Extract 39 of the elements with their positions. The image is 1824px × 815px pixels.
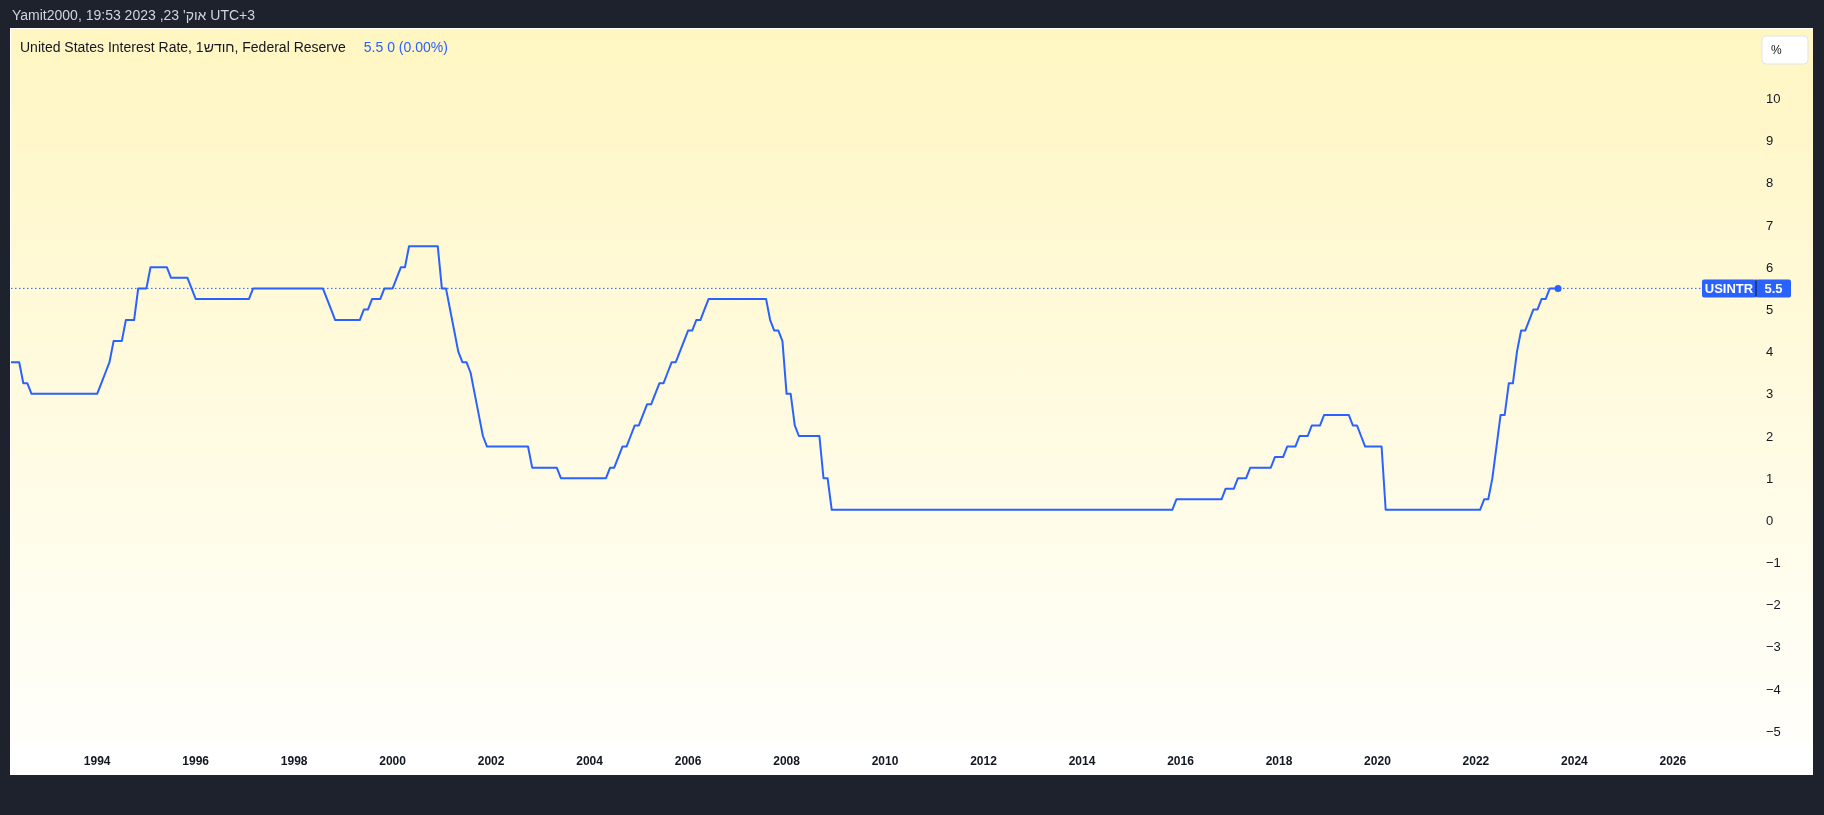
y-tick-label: −4 — [1766, 681, 1781, 697]
x-tick-label: 2006 — [674, 754, 702, 768]
annotation: 5.5 — [1764, 281, 1783, 297]
x-tick-label: 2022 — [1462, 754, 1490, 768]
y-tick-label: 2 — [1766, 428, 1774, 444]
x-tick-label: 2002 — [477, 754, 505, 768]
x-tick-label: 1996 — [182, 754, 210, 768]
y-tick-label: 8 — [1766, 175, 1774, 191]
y-tick-label: 3 — [1766, 386, 1774, 402]
y-tick-label: 10 — [1766, 91, 1781, 107]
y-tick-label: 9 — [1766, 133, 1774, 149]
y-tick-label: 6 — [1766, 259, 1774, 275]
ref-line-label: USINTR — [1704, 281, 1754, 297]
y-tick-label: −2 — [1766, 597, 1781, 613]
y-tick-label: 1 — [1766, 470, 1774, 486]
y-tick-label: 7 — [1766, 217, 1774, 233]
x-tick-label: 2010 — [871, 754, 899, 768]
y-tick-label: −3 — [1766, 639, 1781, 655]
x-tick-label: 2014 — [1068, 754, 1096, 768]
x-tick-label: 2018 — [1265, 754, 1293, 768]
text: Yamit2000, אוק' 23, 2023 19:53 UTC+3 — [12, 7, 256, 23]
y-tick-label: 5 — [1766, 301, 1774, 317]
x-tick-label: 2016 — [1167, 754, 1195, 768]
x-tick-label: 2004 — [576, 754, 604, 768]
y-tick-label: 0 — [1766, 512, 1774, 528]
x-tick-label: 1998 — [280, 754, 308, 768]
y-axis-title: % — [1771, 43, 1782, 57]
x-tick-label: 2020 — [1364, 754, 1392, 768]
x-tick-label: 1994 — [83, 754, 111, 768]
text: 5.5 0 (0.00%) — [363, 39, 448, 55]
x-tick-label: 2000 — [379, 754, 407, 768]
x-tick-label: 2026 — [1659, 754, 1687, 768]
x-tick-label: 2012 — [970, 754, 998, 768]
y-tick-label: −5 — [1766, 723, 1781, 739]
x-tick-label: 2008 — [773, 754, 801, 768]
y-tick-label: 4 — [1766, 344, 1774, 360]
x-tick-label: 2024 — [1561, 754, 1589, 768]
y-tick-label: −1 — [1766, 555, 1781, 571]
text: United States Interest Rate, 1חודש, Federal Reserve — [20, 39, 346, 55]
